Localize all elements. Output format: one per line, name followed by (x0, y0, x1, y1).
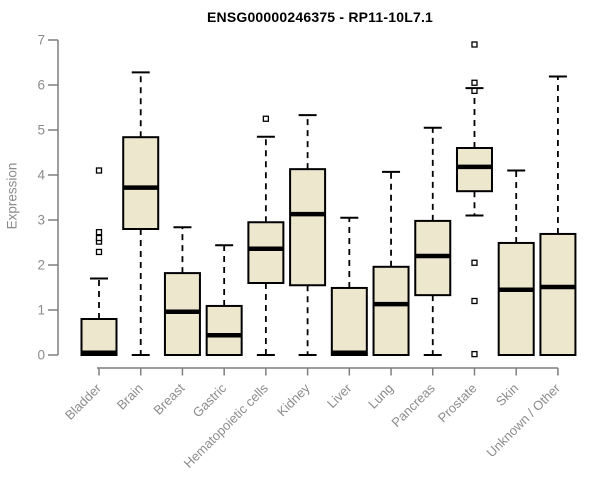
y-tick-label: 6 (37, 78, 45, 93)
outlier-bladder (95, 248, 103, 256)
y-tick-label: 4 (37, 168, 45, 183)
box-prostate (455, 147, 493, 193)
outlier-bladder (95, 167, 103, 174)
outlier-prostate (471, 87, 478, 94)
box-bladder (80, 318, 118, 356)
x-axis-label-pancreas: Pancreas (388, 380, 438, 430)
y-tick-label: 0 (37, 348, 45, 363)
x-axis-label-gastric: Gastric (190, 380, 230, 420)
outlier-prostate (471, 259, 478, 266)
x-axis-label-brain: Brain (114, 381, 146, 413)
outlier-hematopoietic-cells (262, 115, 270, 122)
outlier-prostate (471, 41, 478, 48)
box-skin (497, 241, 535, 356)
box-kidney (289, 168, 327, 287)
x-axis-label-kidney: Kidney (274, 380, 313, 419)
x-axis-label-liver: Liver (324, 380, 355, 411)
x-axis-label-bladder: Bladder (62, 380, 105, 423)
box-unknown-other (539, 232, 577, 356)
y-tick-label: 2 (37, 258, 45, 273)
outlier-bladder (95, 228, 103, 236)
x-axis-label-breast: Breast (150, 380, 187, 417)
chart-title: ENSG00000246375 - RP11-10L7.1 (206, 9, 434, 25)
box-liver (330, 286, 368, 357)
box-breast (163, 272, 201, 357)
x-axis-label-prostate: Prostate (435, 381, 480, 426)
box-hematopoietic-cells (247, 221, 285, 284)
outlier-bladder (95, 234, 103, 242)
box-lung (372, 265, 410, 356)
x-axis-label-skin: Skin (493, 381, 521, 409)
y-tick-label: 3 (37, 213, 45, 228)
y-tick-label: 7 (37, 33, 45, 48)
outlier-prostate (471, 297, 478, 305)
outlier-prostate (471, 79, 478, 86)
x-axis-label-unknown-other: Unknown / Other (483, 380, 563, 460)
y-tick-label: 1 (37, 303, 45, 318)
box-gastric (205, 304, 243, 357)
outlier-prostate (471, 350, 478, 358)
box-brain (122, 136, 160, 230)
y-tick-label: 5 (37, 123, 45, 138)
x-axis-label-lung: Lung (365, 381, 396, 412)
